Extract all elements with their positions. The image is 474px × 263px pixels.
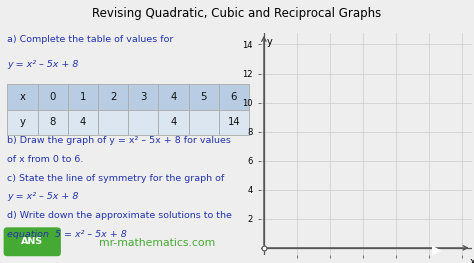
FancyBboxPatch shape: [158, 110, 189, 135]
Text: 0: 0: [49, 92, 56, 102]
FancyBboxPatch shape: [8, 110, 37, 135]
FancyBboxPatch shape: [98, 84, 128, 110]
Text: ▶: ▶: [432, 243, 442, 256]
Text: d) Write down the approximate solutions to the: d) Write down the approximate solutions …: [8, 211, 232, 220]
FancyBboxPatch shape: [37, 110, 68, 135]
Text: 8: 8: [49, 117, 56, 127]
Text: 5: 5: [201, 92, 207, 102]
FancyBboxPatch shape: [68, 110, 98, 135]
FancyBboxPatch shape: [158, 84, 189, 110]
Text: b) Draw the graph of y = x² – 5x + 8 for values: b) Draw the graph of y = x² – 5x + 8 for…: [8, 136, 231, 145]
FancyBboxPatch shape: [219, 110, 249, 135]
Text: 2: 2: [110, 92, 116, 102]
FancyBboxPatch shape: [98, 110, 128, 135]
Text: of x from 0 to 6.: of x from 0 to 6.: [8, 155, 84, 164]
Text: 14: 14: [228, 117, 240, 127]
FancyBboxPatch shape: [189, 110, 219, 135]
Text: 1: 1: [80, 92, 86, 102]
Text: x: x: [470, 257, 474, 263]
FancyBboxPatch shape: [8, 84, 37, 110]
Text: equation  5 = x² – 5x + 8: equation 5 = x² – 5x + 8: [8, 230, 127, 239]
Text: 6: 6: [230, 92, 237, 102]
Text: y = x² – 5x + 8: y = x² – 5x + 8: [8, 59, 79, 69]
Text: x: x: [19, 92, 26, 102]
FancyBboxPatch shape: [128, 110, 158, 135]
FancyBboxPatch shape: [219, 84, 249, 110]
Text: 4: 4: [80, 117, 86, 127]
Text: Revising Quadratic, Cubic and Reciprocal Graphs: Revising Quadratic, Cubic and Reciprocal…: [92, 7, 382, 19]
FancyBboxPatch shape: [4, 227, 61, 256]
Text: y: y: [267, 37, 273, 47]
FancyBboxPatch shape: [37, 84, 68, 110]
Text: 4: 4: [170, 117, 177, 127]
Text: a) Complete the table of values for: a) Complete the table of values for: [8, 35, 174, 44]
Text: y: y: [19, 117, 26, 127]
Text: c) State the line of symmetry for the graph of: c) State the line of symmetry for the gr…: [8, 174, 225, 183]
Text: y = x² – 5x + 8: y = x² – 5x + 8: [8, 193, 79, 201]
Text: 3: 3: [140, 92, 146, 102]
Text: mr-mathematics.com: mr-mathematics.com: [99, 239, 215, 249]
FancyBboxPatch shape: [189, 84, 219, 110]
Text: ANS: ANS: [21, 237, 43, 246]
FancyBboxPatch shape: [68, 84, 98, 110]
Text: 4: 4: [170, 92, 177, 102]
FancyBboxPatch shape: [128, 84, 158, 110]
